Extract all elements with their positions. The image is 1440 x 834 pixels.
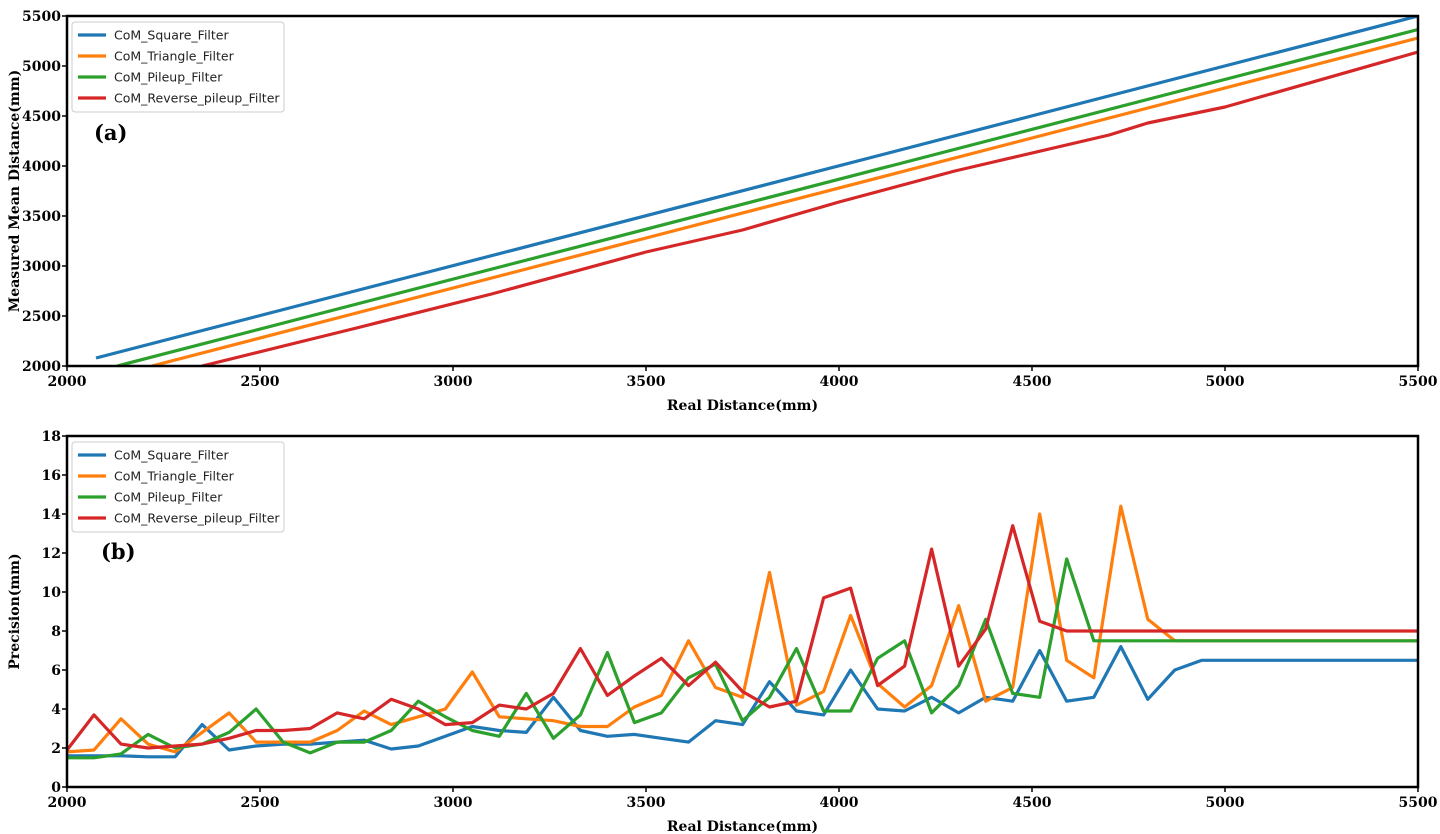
y-tick-label: 4000 (22, 159, 61, 175)
panel-b-lines (67, 504, 1418, 760)
panel-b-axes-frame (65, 434, 1420, 789)
panel-b-legend-reverse: CoM_Reverse_pileup_Filter (114, 511, 280, 526)
y-tick-label: 8 (51, 624, 61, 640)
y-tick-label: 16 (42, 468, 61, 484)
panel-b-label: (b) (101, 539, 136, 564)
y-tick-label: 14 (42, 507, 62, 523)
chart-panel-a: 2000 2500 3000 3500 4000 4500 5000 5500 2000 2500… (7, 9, 1438, 414)
x-tick-label: 4000 (820, 795, 859, 811)
x-tick-label: 5500 (1399, 795, 1438, 811)
y-tick-label: 3000 (22, 259, 61, 275)
y-tick-label: 5000 (22, 59, 61, 75)
panel-a-legend: CoM_Square_Filter CoM_Triangle_Filter Co… (71, 21, 285, 113)
series-line-reverse-pileup (67, 524, 1418, 751)
panel-a-lines (95, 16, 1418, 366)
y-tick-label: 3500 (22, 209, 61, 225)
panel-b-legend: CoM_Square_Filter CoM_Triangle_Filter Co… (71, 441, 285, 533)
series-line-square (67, 645, 1418, 759)
panel-a-legend-box (71, 21, 285, 113)
series-line-square (95, 16, 1418, 360)
x-tick-label: 5500 (1399, 374, 1438, 390)
y-tick-label: 2 (51, 741, 61, 757)
x-tick-label: 2500 (241, 795, 280, 811)
panel-b-legend-pileup: CoM_Pileup_Filter (114, 490, 223, 505)
panel-a-legend-square: CoM_Square_Filter (114, 28, 229, 43)
x-tick-label: 5000 (1206, 374, 1245, 390)
x-tick-label: 2500 (241, 374, 280, 390)
panel-a-label: (a) (94, 120, 127, 145)
y-tick-label: 5500 (22, 9, 61, 25)
y-tick-label: 6 (51, 663, 61, 679)
panel-b-xlabel: Real Distance(mm) (667, 819, 818, 834)
x-tick-label: 3500 (627, 374, 666, 390)
y-tick-label: 0 (51, 780, 61, 796)
x-tick-label: 3500 (627, 795, 666, 811)
panel-b-legend-triangle: CoM_Triangle_Filter (114, 469, 235, 484)
x-tick-label: 4000 (820, 374, 859, 390)
panel-b-legend-box (71, 441, 285, 533)
series-line-pileup (116, 27, 1418, 366)
x-tick-label: 2000 (48, 795, 87, 811)
chart-panel-b: 2000 2500 3000 3500 4000 4500 5000 5500 0 2 4 6 8 10 1… (7, 429, 1438, 834)
panel-a-axes-frame (65, 14, 1420, 368)
panel-a-legend-triangle: CoM_Triangle_Filter (114, 49, 235, 64)
series-line-triangle (151, 36, 1418, 366)
x-tick-label: 4500 (1013, 374, 1052, 390)
panel-b-legend-square: CoM_Square_Filter (114, 448, 229, 463)
panel-a-ylabel: Measured Mean Distance(mm) (7, 70, 23, 312)
y-tick-label: 18 (42, 429, 61, 445)
panel-a-legend-reverse: CoM_Reverse_pileup_Filter (114, 91, 280, 106)
y-tick-label: 4500 (22, 109, 61, 125)
y-tick-label: 10 (42, 585, 62, 601)
y-tick-label: 2500 (22, 309, 61, 325)
panel-a-xlabel: Real Distance(mm) (667, 398, 818, 414)
series-line-reverse-pileup (201, 50, 1418, 366)
panel-b-ticks: 2000 2500 3000 3500 4000 4500 5000 5500 0 2 4 6 8 10 1… (42, 429, 1438, 811)
x-tick-label: 2000 (48, 374, 87, 390)
panel-a-ticks: 2000 2500 3000 3500 4000 4500 5000 5500 2000 2500… (22, 9, 1438, 390)
y-tick-label: 2000 (22, 359, 61, 375)
y-tick-label: 12 (42, 546, 61, 562)
panel-b-ylabel: Precision(mm) (7, 553, 23, 669)
x-tick-label: 5000 (1206, 795, 1245, 811)
panel-a-legend-pileup: CoM_Pileup_Filter (114, 70, 223, 85)
series-line-pileup (67, 557, 1418, 760)
series-line-triangle (67, 504, 1418, 754)
x-tick-label: 3000 (434, 374, 473, 390)
x-tick-label: 4500 (1013, 795, 1052, 811)
x-tick-label: 3000 (434, 795, 473, 811)
y-tick-label: 4 (51, 702, 61, 718)
